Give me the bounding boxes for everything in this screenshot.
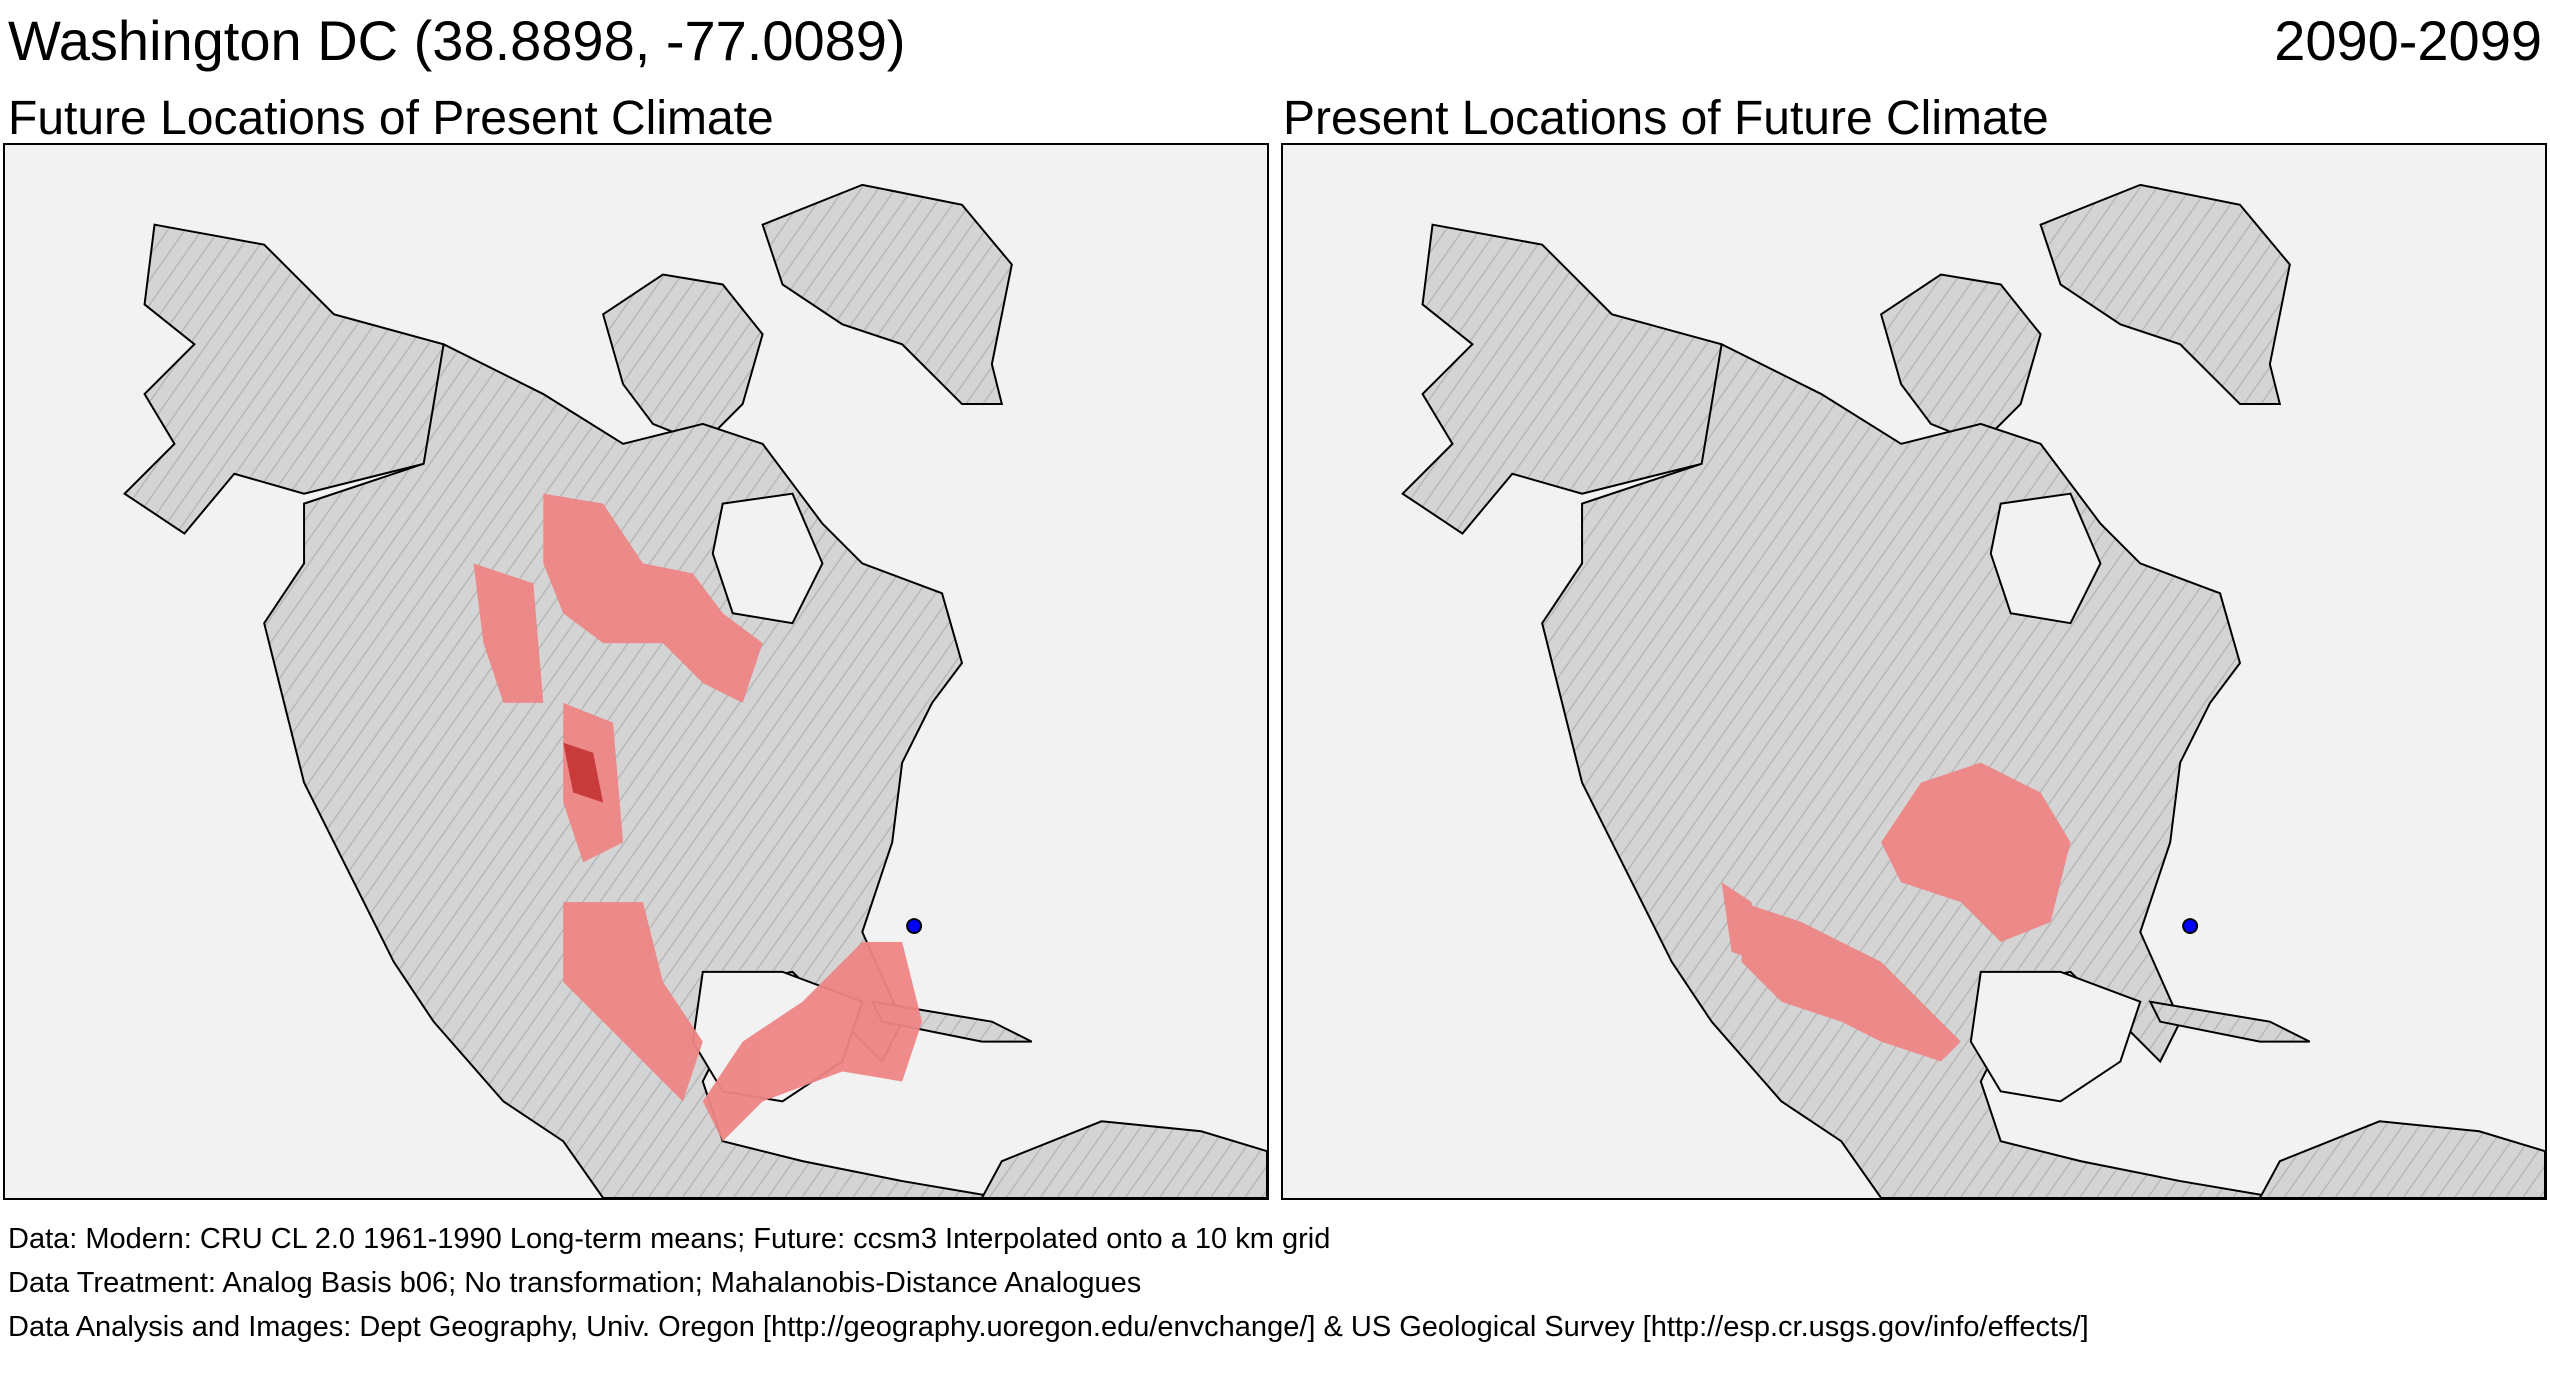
data-analysis-credit: Data Analysis and Images: Dept Geography… <box>8 1311 2089 1343</box>
future-locations-map <box>3 143 1269 1200</box>
arctic-islands <box>1879 273 2042 446</box>
analog-region-pacific-northwest <box>473 563 544 703</box>
north-america-map-right <box>1401 183 2545 1198</box>
left-panel-title: Future Locations of Present Climate <box>8 92 774 145</box>
data-treatment-note: Data Treatment: Analog Basis b06; No tra… <box>8 1267 1142 1299</box>
south-america-tip <box>980 1120 1267 1198</box>
location-title: Washington DC (38.8898, -77.0089) <box>8 9 906 72</box>
right-panel-title: Present Locations of Future Climate <box>1283 92 2049 145</box>
analog-regions-left <box>473 493 923 1142</box>
cuba-island <box>2148 1000 2311 1043</box>
present-locations-map <box>1281 143 2547 1200</box>
hudson-bay <box>1989 492 2102 625</box>
north-america-map-left <box>123 183 1267 1198</box>
arctic-islands <box>601 273 764 446</box>
alaska-landmass <box>123 223 465 535</box>
analog-dense-left <box>563 742 604 803</box>
analog-region-california <box>1721 882 1762 962</box>
analog-region-southwest <box>563 902 703 1102</box>
analog-region-canadian-prairies <box>543 493 763 703</box>
greenland-landmass <box>761 183 1013 406</box>
analog-region-southwest-desert <box>1741 902 1961 1062</box>
hudson-bay <box>711 492 824 625</box>
data-source-note: Data: Modern: CRU CL 2.0 1961-1990 Long-… <box>8 1223 1331 1255</box>
analog-region-southern-plains <box>1881 762 2071 942</box>
analog-regions-right <box>1721 762 2071 1062</box>
site-marker-right <box>2182 918 2199 935</box>
alaska-landmass <box>1401 223 1743 535</box>
south-america-tip <box>2258 1120 2545 1198</box>
site-marker-left <box>906 918 923 935</box>
time-period: 2090-2099 <box>2274 9 2542 72</box>
analog-region-gulf-southeast <box>702 941 923 1142</box>
gulf-of-mexico <box>1969 970 2142 1103</box>
greenland-landmass <box>2039 183 2291 406</box>
